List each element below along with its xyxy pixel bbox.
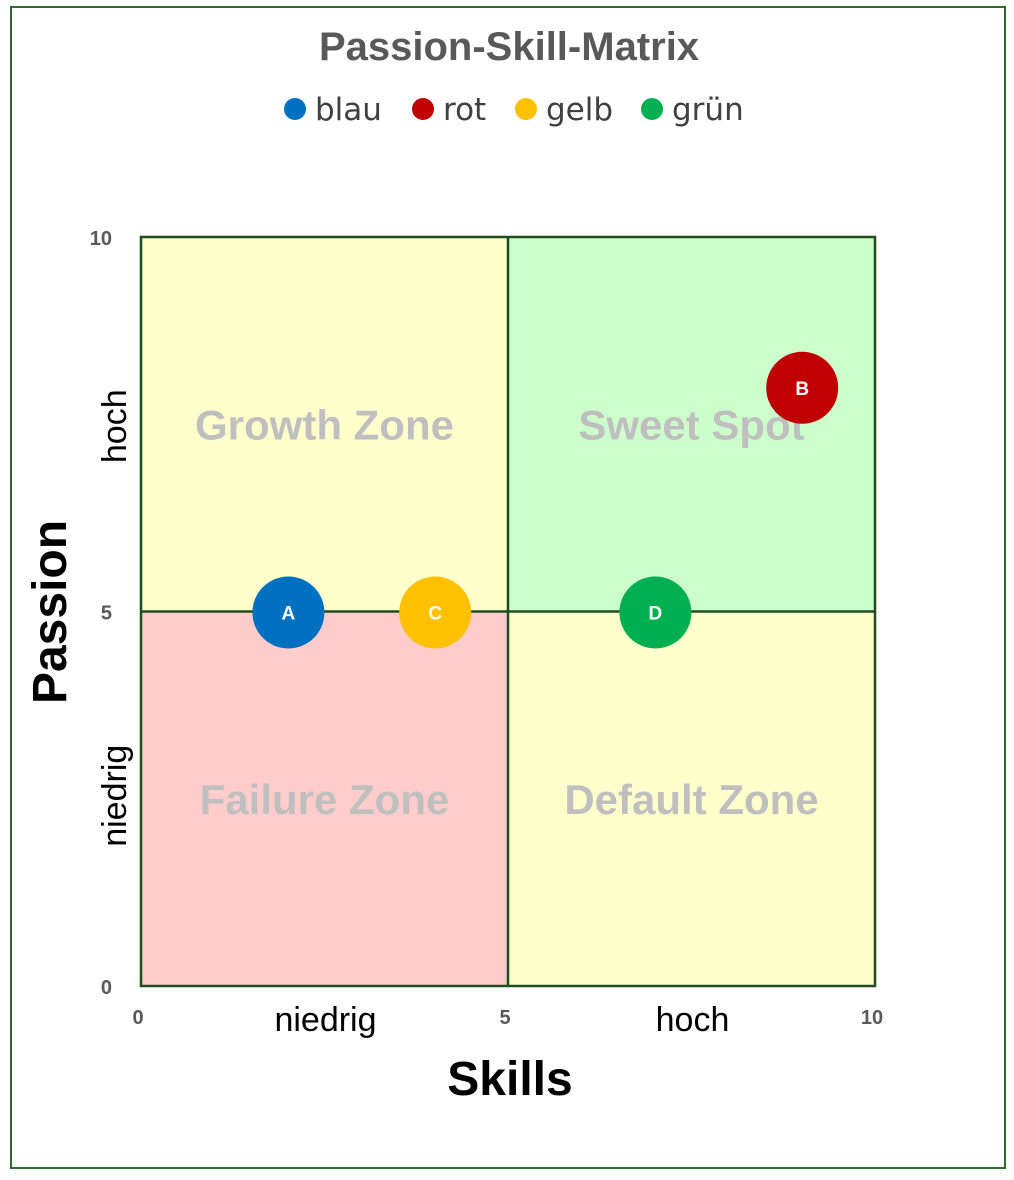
legend-label: rot [443, 92, 486, 128]
zone-default-zone [508, 611, 875, 986]
legend-marker [412, 98, 434, 120]
zone-label: Growth Zone [195, 401, 454, 448]
data-point [252, 576, 325, 649]
y-axis-title: Passion [24, 520, 77, 704]
data-point-label: C [428, 604, 442, 625]
x-category-label: hoch [656, 1001, 730, 1039]
legend-item: gelb [515, 92, 613, 128]
legend-label: blau [315, 92, 382, 128]
y-tick-label: 5 [101, 603, 112, 625]
axis-ticks: 0 5 10 0 5 10 [90, 228, 883, 1029]
y-category-label: hoch [96, 389, 134, 463]
x-tick-label: 5 [499, 1007, 510, 1029]
data-point-label: B [795, 379, 809, 400]
x-tick-label: 0 [132, 1007, 143, 1029]
zone-label: Failure Zone [200, 776, 450, 823]
zone-growth-zone [141, 237, 508, 612]
x-category-label: niedrig [274, 1001, 376, 1039]
quadrant-zones: Growth Zone Sweet Spot Failure Zone Default… [141, 237, 875, 986]
data-points: A B C D [252, 351, 839, 649]
x-axis-title: Skills [447, 1053, 572, 1106]
x-tick-label: 10 [861, 1007, 883, 1029]
y-tick-label: 10 [90, 228, 112, 250]
chart-title: Passion-Skill-Matrix [319, 25, 699, 69]
legend-item: blau [284, 92, 382, 128]
y-tick-label: 0 [101, 977, 112, 999]
axis-category-labels: niedrig hoch niedrig hoch [96, 389, 729, 1039]
legend: blau rot gelb grün [284, 92, 744, 128]
zone-sweet-spot [508, 237, 875, 612]
legend-item: rot [412, 92, 486, 128]
legend-marker [515, 98, 537, 120]
data-point [619, 576, 692, 649]
y-category-label: niedrig [96, 745, 134, 847]
zone-label: Default Zone [564, 776, 818, 823]
legend-marker [284, 98, 306, 120]
data-point-label: D [649, 604, 663, 625]
legend-item: grün [641, 92, 744, 128]
legend-marker [641, 98, 663, 120]
zone-label: Sweet Spot [578, 401, 804, 448]
zone-failure-zone [141, 611, 508, 986]
data-point [766, 351, 839, 424]
data-point-label: A [282, 604, 296, 625]
legend-label: grün [672, 92, 744, 128]
legend-label: gelb [546, 92, 613, 128]
data-point [399, 576, 472, 649]
